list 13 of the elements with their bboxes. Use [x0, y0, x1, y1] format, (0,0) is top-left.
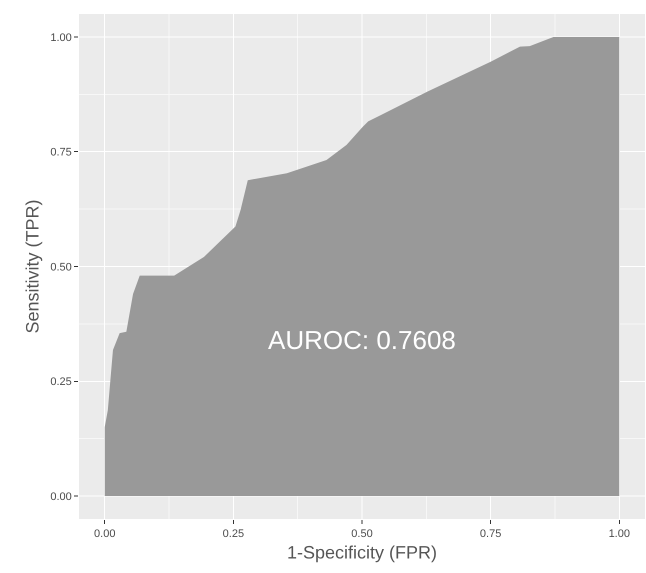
y-tick-label: 0.00	[50, 490, 72, 503]
y-tick-label: 0.75	[50, 146, 72, 159]
annotation: AUROC: 0.7608	[268, 325, 456, 355]
x-tick-label: 0.25	[222, 528, 244, 540]
y-axis-title: Sensitivity (TPR)	[22, 199, 43, 334]
x-tick-label: 1.00	[608, 528, 630, 540]
x-tick-label: 0.50	[351, 528, 373, 540]
y-tick-label: 1.00	[50, 32, 72, 44]
x-axis-title: 1-Specificity (FPR)	[286, 542, 438, 562]
y-tick-label: 0.50	[50, 261, 72, 274]
x-tick-label: 0.75	[480, 528, 502, 540]
y-tick-label: 0.25	[50, 376, 72, 388]
x-tick-label: 0.00	[94, 528, 116, 540]
